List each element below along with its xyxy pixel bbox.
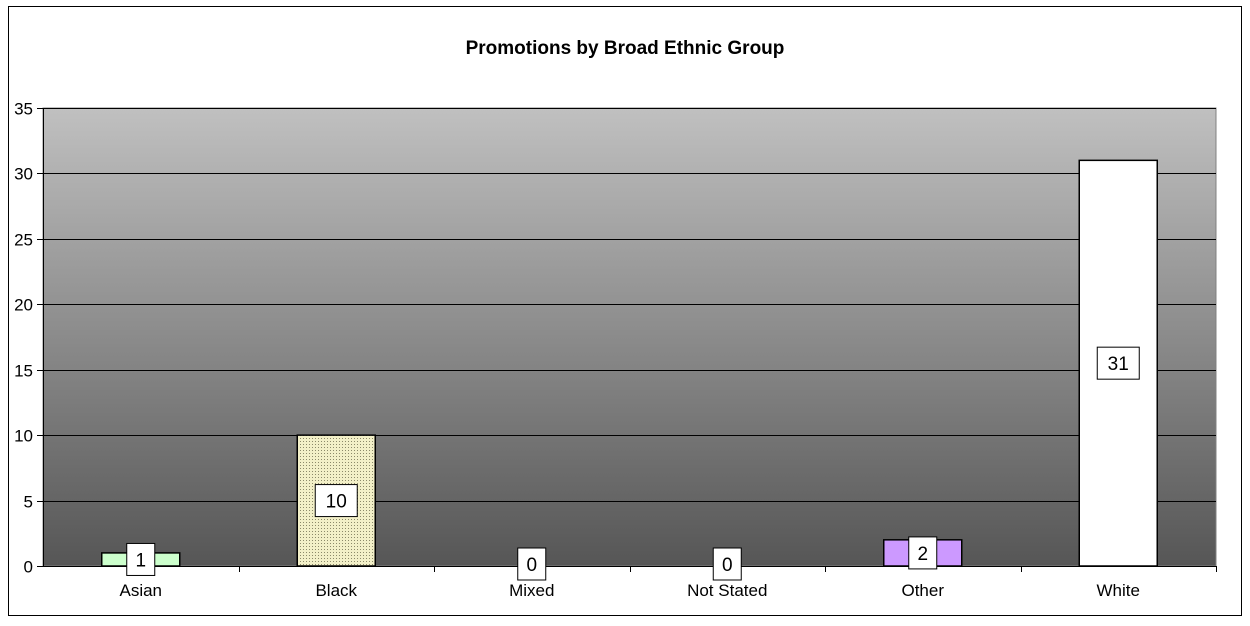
data-label-box <box>126 542 156 576</box>
data-label-box <box>314 484 358 518</box>
data-label-box <box>908 536 938 570</box>
data-labels: 1 10 0 0 2 31 <box>126 346 1140 581</box>
y-axis-ticks: 0 5 10 15 20 25 30 35 <box>14 100 33 577</box>
axes <box>37 108 1217 572</box>
y-tick-label: 30 <box>14 165 33 184</box>
x-category-label: White <box>1097 581 1140 600</box>
y-tick-label: 15 <box>14 362 33 381</box>
data-label-other: 2 <box>908 536 938 570</box>
data-label-mixed: 0 <box>517 547 547 581</box>
x-axis-categories: Asian Black Mixed Not Stated Other White <box>119 581 1140 600</box>
data-label-text: 31 <box>1108 354 1129 375</box>
data-label-white: 31 <box>1096 346 1140 380</box>
data-label-text: 10 <box>326 492 347 513</box>
y-tick-label: 35 <box>14 100 33 119</box>
gridlines <box>43 108 1216 502</box>
data-label-text: 0 <box>722 555 733 576</box>
data-label-box <box>712 547 742 581</box>
y-tick-label: 20 <box>14 296 33 315</box>
chart-title: Promotions by Broad Ethnic Group <box>466 38 785 59</box>
plot-area <box>42 107 1217 567</box>
data-label-text: 2 <box>917 544 928 565</box>
data-label-text: 0 <box>526 555 537 576</box>
y-tick-label: 10 <box>14 427 33 446</box>
x-category-label: Asian <box>119 581 162 600</box>
data-label-box <box>1096 346 1140 380</box>
y-tick-label: 0 <box>24 558 33 577</box>
data-label-asian: 1 <box>126 542 156 576</box>
x-category-label: Black <box>315 581 357 600</box>
data-label-text: 1 <box>135 550 146 571</box>
x-category-label: Mixed <box>509 581 554 600</box>
x-category-label: Not Stated <box>687 581 767 600</box>
y-tick-label: 5 <box>24 493 33 512</box>
data-label-not-stated: 0 <box>712 547 742 581</box>
data-label-black: 10 <box>314 484 358 518</box>
data-label-box <box>517 547 547 581</box>
y-tick-label: 25 <box>14 231 33 250</box>
x-category-label: Other <box>901 581 944 600</box>
